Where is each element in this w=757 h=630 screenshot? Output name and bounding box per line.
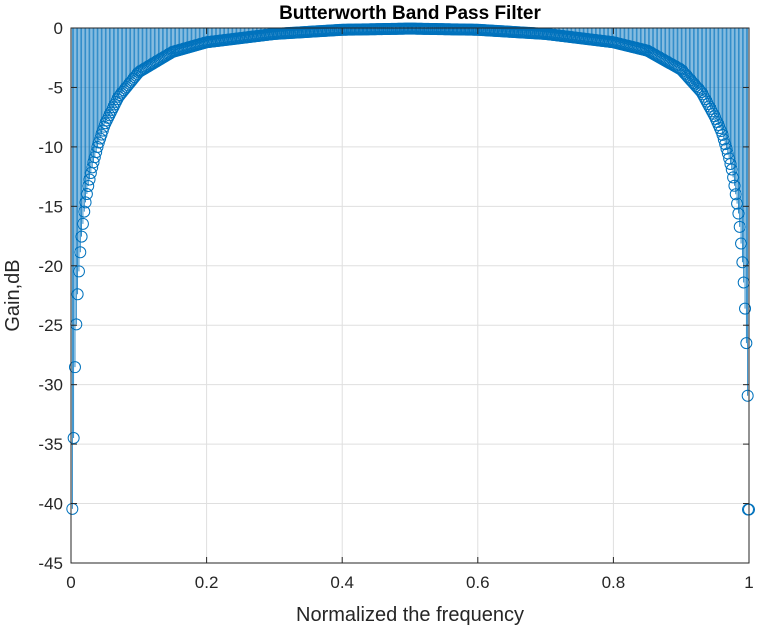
- data-point-marker: [79, 196, 92, 209]
- y-tick-label: -10: [38, 138, 63, 157]
- data-point-marker: [99, 117, 112, 130]
- data-point-marker: [71, 288, 84, 301]
- data-point-marker: [694, 84, 707, 97]
- chart-title: Butterworth Band Pass Filter: [279, 3, 541, 24]
- x-tick-label: 0.4: [330, 573, 354, 592]
- data-point-marker: [727, 171, 740, 184]
- data-point-marker: [741, 389, 754, 402]
- y-tick-label: -40: [38, 495, 63, 514]
- data-point-marker: [78, 205, 91, 218]
- data-point-marker: [719, 138, 732, 151]
- data-point-marker: [74, 246, 87, 259]
- data-point-marker: [731, 197, 744, 210]
- data-point-marker: [100, 114, 113, 127]
- x-tick-label: 0.8: [602, 573, 626, 592]
- y-tick-label: -15: [38, 197, 63, 216]
- y-tick-label: -35: [38, 435, 63, 454]
- data-point-marker: [723, 152, 736, 165]
- data-point-marker: [103, 109, 116, 122]
- data-point-marker: [740, 337, 753, 350]
- y-tick-label: -20: [38, 257, 63, 276]
- axes-box: [70, 27, 750, 564]
- data-point-marker: [732, 207, 745, 220]
- data-point-marker: [733, 220, 746, 233]
- y-tick-label: 0: [54, 19, 63, 38]
- data-point-marker: [68, 361, 81, 374]
- data-point-marker: [728, 179, 741, 192]
- plot-area: [71, 28, 749, 563]
- data-point-marker: [90, 146, 103, 159]
- y-axis-label: Gain,dB: [2, 259, 24, 331]
- data-point-marker: [91, 140, 104, 153]
- y-tick-label: -5: [48, 78, 63, 97]
- data-point-marker: [72, 265, 85, 278]
- data-point-marker: [729, 188, 742, 201]
- data-point-marker: [108, 98, 121, 111]
- x-tick-label: 0: [66, 573, 75, 592]
- data-point-marker: [76, 217, 89, 230]
- data-point-marker: [739, 302, 752, 315]
- x-tick-label: 0.6: [466, 573, 490, 592]
- y-tick-label: -25: [38, 316, 63, 335]
- data-point-marker: [83, 173, 96, 186]
- data-point-marker: [735, 237, 748, 250]
- data-point-marker: [106, 103, 119, 116]
- data-point-marker: [82, 180, 95, 193]
- data-point-marker: [717, 133, 730, 146]
- x-tick-label: 0.2: [195, 573, 219, 592]
- data-point-marker: [102, 111, 115, 124]
- data-point-marker: [80, 187, 93, 200]
- data-point-marker: [720, 142, 733, 155]
- x-tick-label: 1: [744, 573, 753, 592]
- data-point-marker: [716, 128, 729, 141]
- data-point-marker: [75, 230, 88, 243]
- y-tick-label: -30: [38, 376, 63, 395]
- x-axis-label: Normalized the frequency: [296, 604, 524, 626]
- y-tick-label: -45: [38, 554, 63, 573]
- data-point-marker: [725, 163, 738, 176]
- data-point-marker: [104, 106, 117, 119]
- data-point-marker: [107, 101, 120, 114]
- data-point-marker: [724, 157, 737, 170]
- data-point-marker: [736, 256, 749, 269]
- data-point-marker: [67, 431, 80, 444]
